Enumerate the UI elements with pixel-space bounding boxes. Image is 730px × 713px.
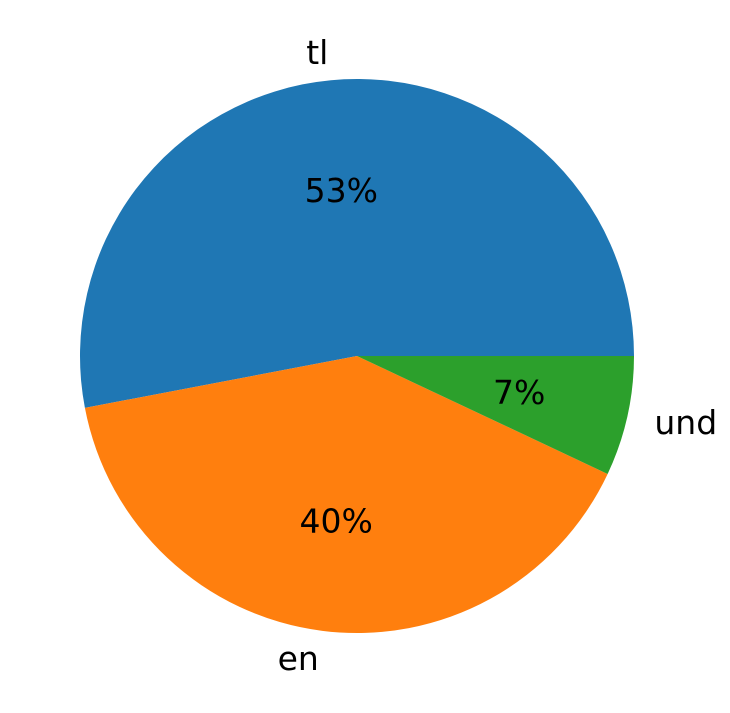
percentage-labels: 53% 40% 7%: [299, 171, 545, 540]
category-label-und: und: [654, 403, 717, 442]
pie-slice-tl: [79, 78, 634, 408]
category-label-en: en: [278, 639, 319, 678]
pie-slice-en: [84, 356, 608, 634]
percentage-label-und: 7%: [493, 373, 545, 412]
pie-slice-und: [357, 356, 634, 474]
percentage-label-tl: 53%: [305, 171, 378, 210]
pie-slices: [79, 78, 634, 634]
percentage-label-en: 40%: [299, 501, 372, 540]
category-labels: tl en und: [278, 33, 718, 678]
category-label-tl: tl: [306, 33, 328, 72]
